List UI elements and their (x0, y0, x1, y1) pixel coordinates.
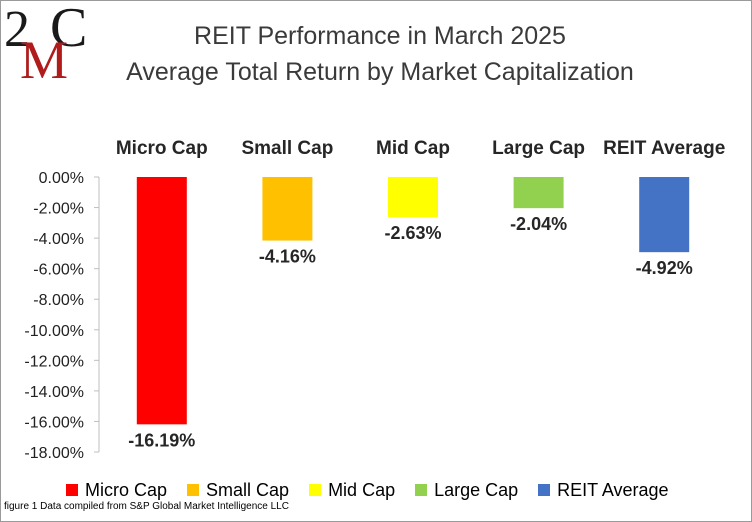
legend-label: Mid Cap (328, 479, 396, 500)
y-tick-label: -8.00% (33, 292, 84, 309)
legend-label: Small Cap (206, 479, 290, 500)
y-tick-label: 0.00% (39, 170, 84, 187)
y-tick-label: -14.00% (24, 384, 84, 401)
data-label: -16.19% (128, 430, 195, 450)
legend-item: REIT Average (538, 479, 669, 501)
legend-label: Micro Cap (85, 479, 168, 500)
data-label: -2.04% (510, 214, 567, 234)
y-tick-label: -18.00% (24, 445, 84, 462)
data-label: -4.92% (636, 258, 693, 278)
bar-mid-cap (388, 177, 438, 218)
logo-letter-m: M (20, 30, 68, 82)
logo-letter-c: C (50, 2, 87, 59)
legend-swatch (538, 484, 551, 496)
legend-item: Micro Cap (66, 480, 167, 501)
y-tick-label: -16.00% (24, 414, 84, 431)
category-label: Mid Cap (376, 138, 450, 159)
category-label: Large Cap (492, 138, 585, 159)
y-tick-label: -10.00% (24, 323, 84, 340)
data-label: -2.63% (384, 223, 441, 243)
chart-title: REIT Performance in March 2025 (194, 22, 566, 50)
2mc-logo: 2 C M (4, 2, 87, 82)
legend-label: Large Cap (434, 479, 519, 500)
bar-micro-cap (136, 177, 187, 425)
y-tick-label: -6.00% (33, 262, 84, 279)
legend-item: Mid Cap (309, 480, 395, 501)
data-label: -4.16% (259, 247, 316, 267)
legend-item: Large Cap (415, 480, 518, 501)
y-tick-label: -12.00% (24, 353, 84, 370)
bar-reit-average (639, 177, 690, 253)
legend-label: REIT Average (557, 479, 669, 500)
category-label: Small Cap (241, 138, 333, 159)
y-tick-label: -2.00% (33, 201, 84, 218)
chart-legend: Micro Cap Small Cap Mid Cap Large Cap REIT A… (66, 478, 689, 502)
chart-subtitle: Average Total Return by Market Capitaliz… (126, 58, 634, 86)
bar-large-cap (513, 177, 564, 209)
logo-digit: 2 (4, 2, 30, 58)
legend-item: Small Cap (187, 480, 289, 501)
category-label: REIT Average (603, 138, 725, 159)
footnote: figure 1 Data compiled from S&P Global M… (4, 501, 289, 512)
legend-swatch (187, 484, 200, 496)
legend-swatch (309, 484, 322, 496)
category-label: Micro Cap (116, 138, 208, 159)
y-tick-label: -4.00% (33, 231, 84, 248)
bar-small-cap (262, 177, 313, 241)
legend-swatch (415, 484, 428, 496)
legend-swatch (66, 484, 78, 496)
